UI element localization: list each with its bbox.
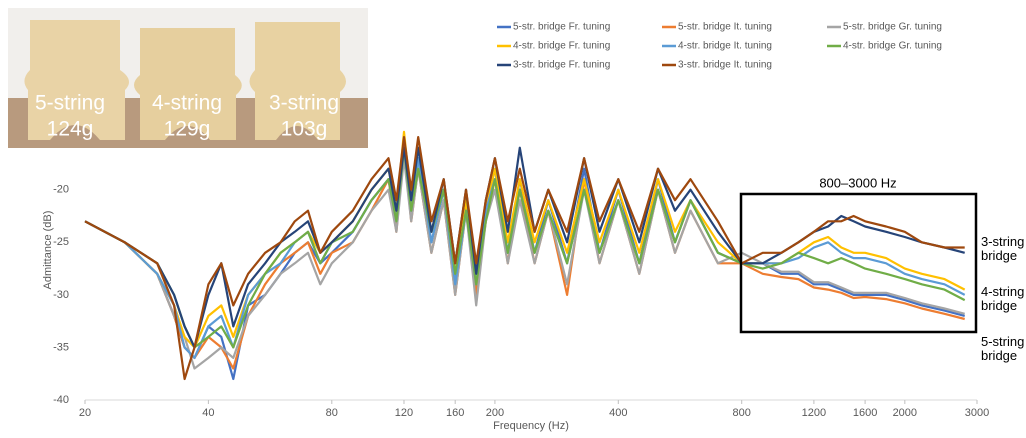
box-label: 800–3000 Hz: [819, 175, 896, 190]
x-tick-label: 2000: [893, 407, 917, 419]
inset-mass: 124g: [47, 118, 94, 141]
x-tick-label: 160: [446, 407, 464, 419]
x-tick-label: 80: [326, 407, 338, 419]
inset-mass: 103g: [281, 118, 328, 141]
y-tick-label: -20: [53, 184, 69, 196]
x-tick-label: 400: [609, 407, 627, 419]
x-tick-label: 3000: [965, 407, 989, 419]
inset-mass: 129g: [164, 118, 211, 141]
inset-photo: 5-string 124g 4-string 129g 3-string 103g: [8, 8, 368, 148]
legend-label: 3-str. bridge It. tuning: [678, 60, 772, 71]
x-tick-label: 200: [486, 407, 504, 419]
x-tick-label: 800: [733, 407, 751, 419]
legend-label: 5-str. bridge Gr. tuning: [843, 22, 942, 33]
legend-label: 5-str. bridge Fr. tuning: [513, 22, 610, 33]
inset-name: 4-string: [152, 92, 222, 115]
x-axis-label: Frequency (Hz): [493, 420, 569, 432]
inset-name: 5-string: [35, 92, 105, 115]
legend-label: 4-str. bridge It. tuning: [678, 41, 772, 52]
inset-name: 3-string: [269, 92, 339, 115]
series-line: [85, 132, 965, 348]
y-tick-label: -30: [53, 289, 69, 301]
legend: 5-str. bridge Fr. tuning 5-str. bridge It…: [497, 22, 942, 71]
x-tick-label: 20: [79, 407, 91, 419]
plot-area: [85, 132, 965, 379]
legend-label: 4-str. bridge Fr. tuning: [513, 41, 610, 52]
x-tick-label: 1200: [802, 407, 826, 419]
x-tick-label: 120: [395, 407, 413, 419]
y-tick-label: -25: [53, 236, 69, 248]
chart: Admittance (dB) Frequency (Hz) 800–3000 …: [0, 0, 1026, 433]
legend-label: 5-str. bridge It. tuning: [678, 22, 772, 33]
x-tick-label: 1600: [853, 407, 877, 419]
legend-label: 3-str. bridge Fr. tuning: [513, 60, 610, 71]
y-axis-label: Admittance (dB): [42, 211, 54, 290]
y-tick-label: -35: [53, 341, 69, 353]
x-tick-label: 40: [202, 407, 214, 419]
legend-label: 4-str. bridge Gr. tuning: [843, 41, 942, 52]
y-tick-label: -40: [53, 394, 69, 406]
